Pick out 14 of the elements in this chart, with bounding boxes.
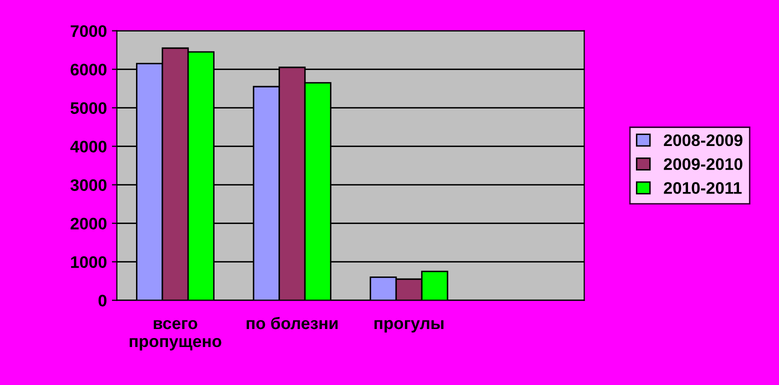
- legend-label: 2008-2009: [664, 134, 742, 146]
- y-tick-label: 5000: [70, 102, 106, 114]
- y-tick-label: 4000: [70, 140, 106, 153]
- y-tick-label: 6000: [70, 64, 106, 76]
- y-tick-label: 3000: [70, 179, 106, 192]
- x-tick-label: прогулы: [374, 320, 444, 333]
- y-tick-label: 2000: [70, 218, 106, 230]
- legend-label: 2010-2011: [664, 182, 742, 194]
- legend-label: 2009-2010: [664, 158, 742, 170]
- x-tick-label: по болезни: [246, 316, 338, 330]
- y-tick-label: 0: [98, 294, 106, 307]
- y-tick-label: 1000: [71, 256, 106, 268]
- y-tick-label: 7000: [70, 25, 106, 38]
- x-tick-label: всего пропущено: [130, 320, 222, 350]
